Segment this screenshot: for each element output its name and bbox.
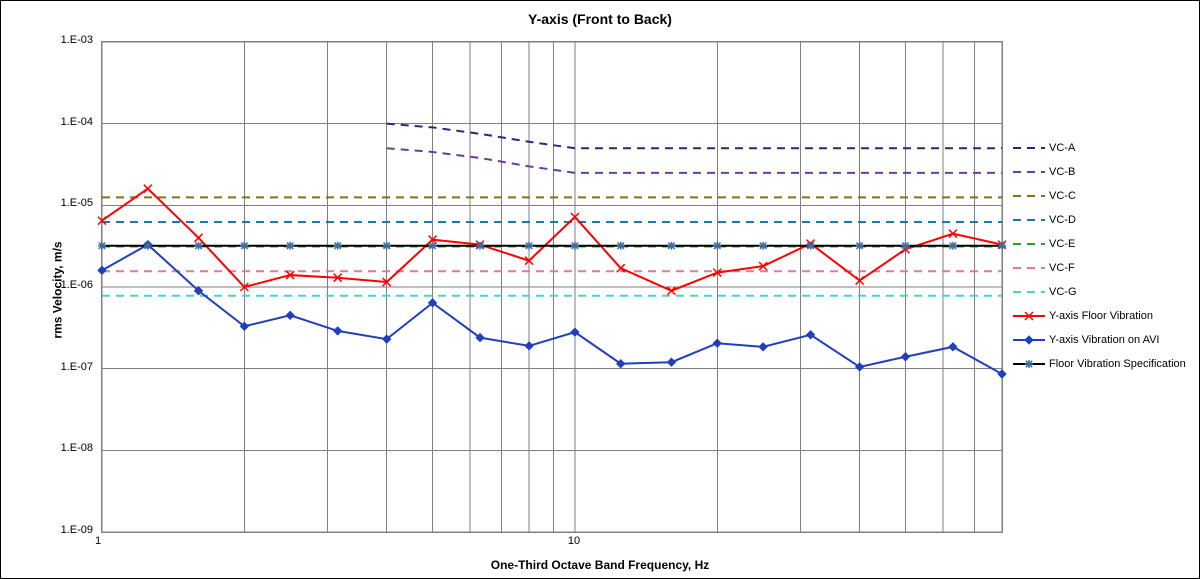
legend-item: Floor Vibration Specification [1013, 357, 1199, 371]
legend-swatch [1013, 237, 1045, 251]
legend-label: VC-E [1049, 238, 1075, 250]
legend-label: VC-B [1049, 166, 1075, 178]
legend-label: Y-axis Floor Vibration [1049, 310, 1153, 322]
y-tick-label: 1.E-09 [61, 524, 93, 536]
series-Y-axis Vibration on AVI [98, 241, 1006, 378]
chart-title: Y-axis (Front to Back) [1, 11, 1199, 27]
legend-label: Floor Vibration Specification [1049, 358, 1199, 371]
series-Floor Vibration Specification [98, 242, 1006, 250]
x-tick-label: 1 [95, 535, 101, 547]
legend-swatch [1013, 261, 1045, 275]
legend-item: VC-G [1013, 285, 1199, 299]
plot-svg [102, 42, 1002, 532]
legend-swatch [1013, 309, 1045, 323]
chart-frame: Y-axis (Front to Back) rms Velocity, m/s… [0, 0, 1200, 579]
y-tick-label: 1.E-05 [61, 197, 93, 209]
legend-label: VC-D [1049, 214, 1076, 226]
legend-item: Y-axis Floor Vibration [1013, 309, 1199, 323]
legend-swatch [1013, 357, 1045, 371]
series-VC-B [387, 148, 1002, 173]
legend-swatch [1013, 285, 1045, 299]
legend-swatch [1013, 333, 1045, 347]
legend-item: VC-F [1013, 261, 1199, 275]
legend-item: VC-C [1013, 189, 1199, 203]
y-tick-label: 1.E-07 [61, 361, 93, 373]
legend-item: VC-A [1013, 141, 1199, 155]
y-tick-label: 1.E-03 [61, 34, 93, 46]
legend-swatch [1013, 213, 1045, 227]
series-Y-axis Floor Vibration [98, 185, 1006, 295]
legend-item: VC-E [1013, 237, 1199, 251]
series-VC-A [387, 124, 1002, 149]
y-tick-label: 1.E-08 [61, 442, 93, 454]
legend-item: Y-axis Vibration on AVI [1013, 333, 1199, 347]
legend-swatch [1013, 141, 1045, 155]
y-tick-label: 1.E-06 [61, 279, 93, 291]
legend-label: Y-axis Vibration on AVI [1049, 334, 1159, 346]
legend-label: VC-C [1049, 190, 1076, 202]
legend-swatch [1013, 165, 1045, 179]
legend-label: VC-F [1049, 262, 1075, 274]
x-axis-label: One-Third Octave Band Frequency, Hz [1, 558, 1199, 572]
legend-label: VC-G [1049, 286, 1077, 298]
y-tick-label: 1.E-04 [61, 116, 93, 128]
x-tick-label: 10 [568, 535, 580, 547]
legend: VC-A VC-B VC-C VC-D VC-E VC-F VC-G Y-axis Floor… [1013, 141, 1199, 381]
plot-area [101, 41, 1003, 533]
legend-item: VC-B [1013, 165, 1199, 179]
legend-swatch [1013, 189, 1045, 203]
legend-item: VC-D [1013, 213, 1199, 227]
legend-label: VC-A [1049, 142, 1075, 154]
